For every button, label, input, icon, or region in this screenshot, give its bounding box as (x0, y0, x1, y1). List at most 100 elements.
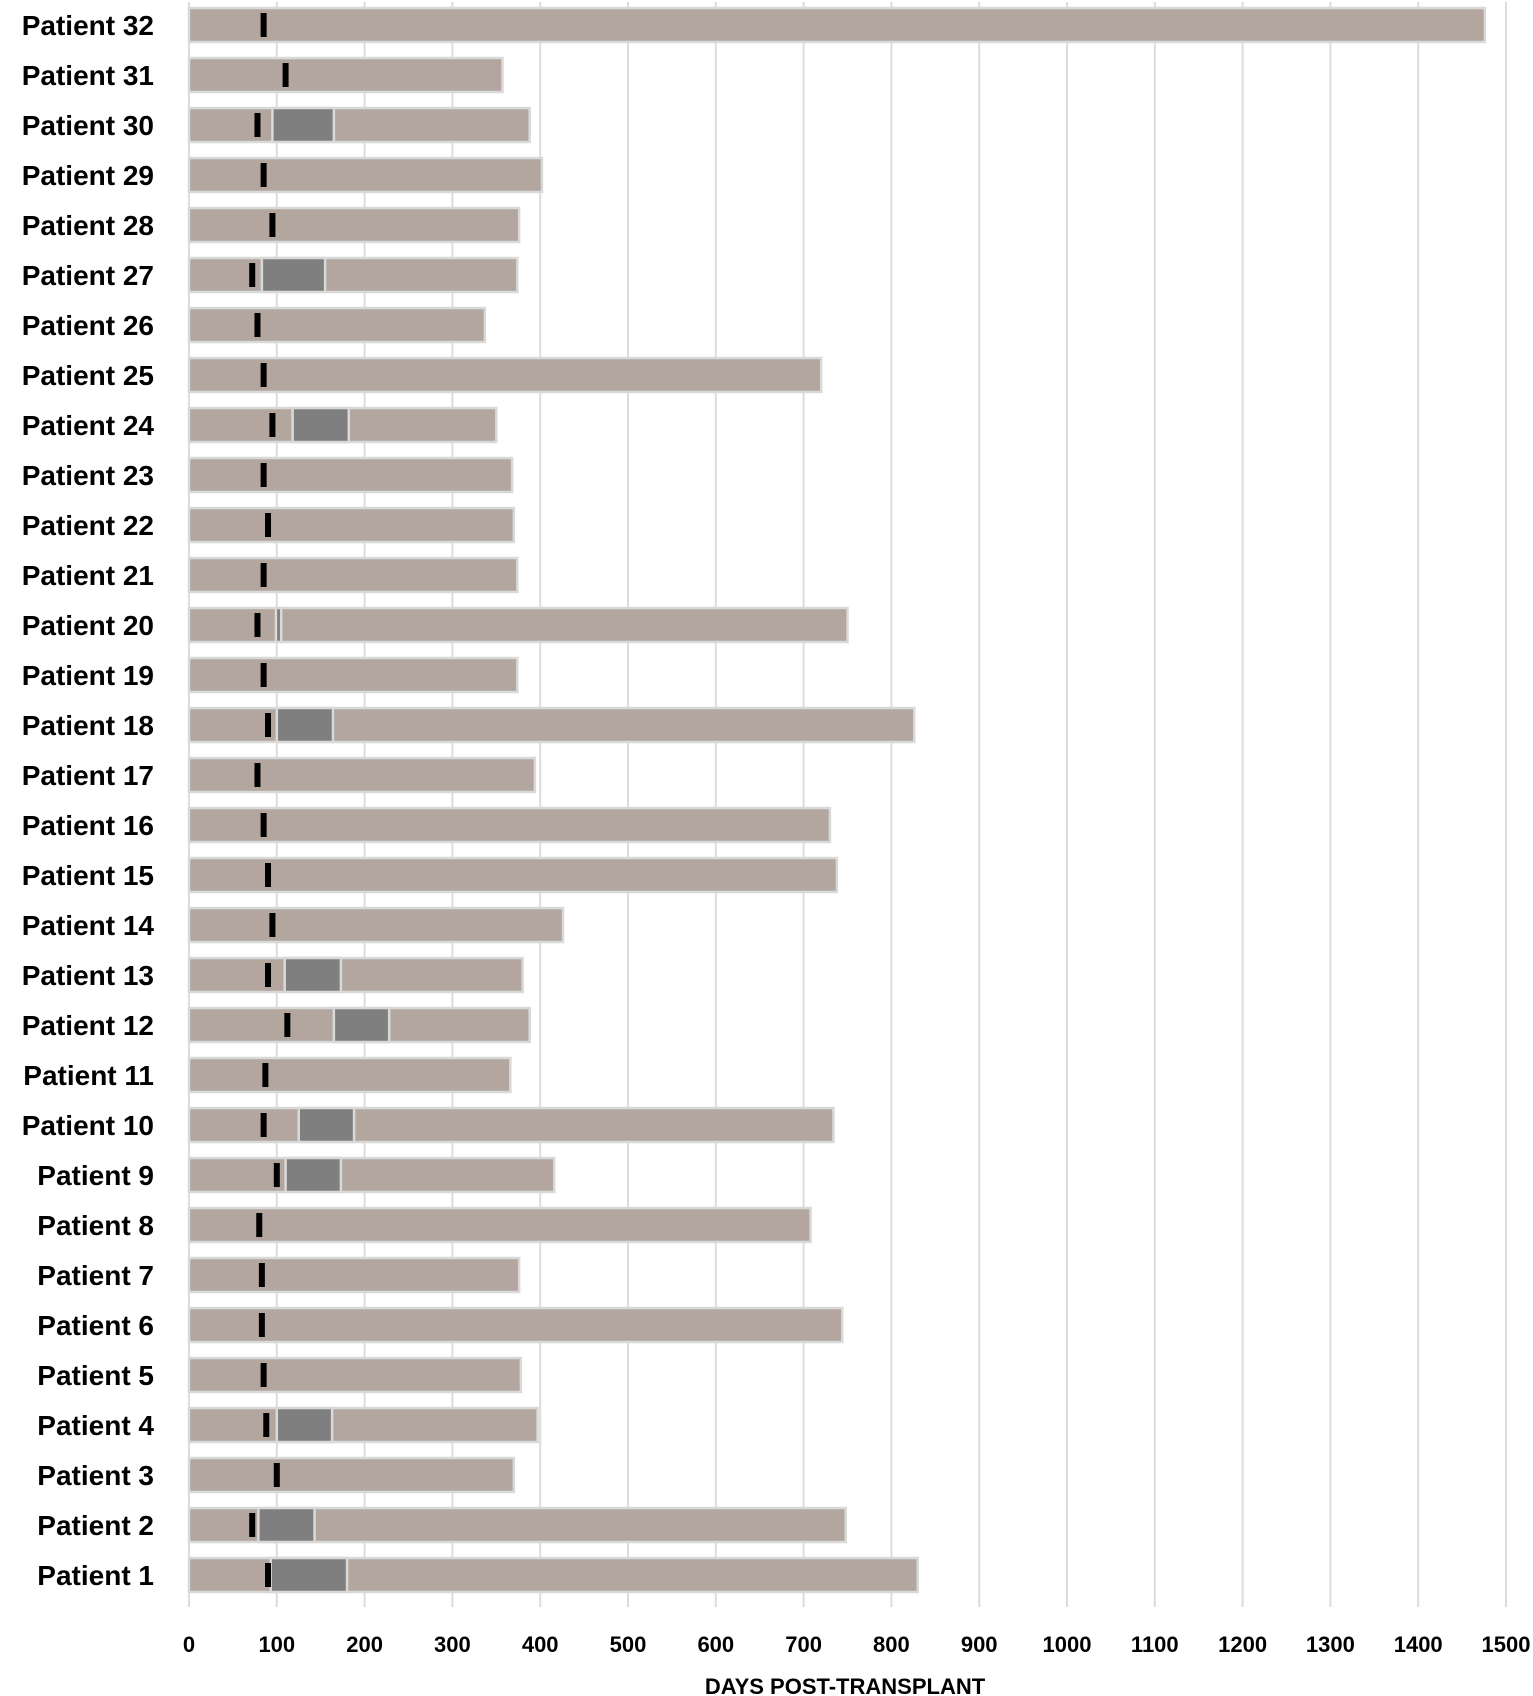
bar-patient-21 (187, 556, 519, 594)
segment-patient-18 (275, 706, 335, 744)
segment-patient-30 (271, 106, 336, 144)
bar-row-patient-4 (187, 1406, 539, 1444)
y-label-patient-13: Patient 13 (22, 960, 154, 991)
marker-patient-4 (263, 1413, 270, 1437)
y-label-patient-4: Patient 4 (37, 1410, 154, 1441)
marker-patient-29 (260, 163, 267, 187)
y-label-patient-11: Patient 11 (23, 1060, 154, 1091)
y-label-patient-5: Patient 5 (37, 1360, 154, 1391)
y-label-patient-1: Patient 1 (37, 1560, 154, 1591)
bar-row-patient-32 (187, 6, 1487, 44)
y-label-patient-20: Patient 20 (22, 610, 154, 641)
bar-row-patient-3 (187, 1456, 516, 1494)
marker-patient-19 (260, 663, 267, 687)
marker-patient-12 (284, 1013, 291, 1037)
bar-row-patient-11 (187, 1056, 512, 1094)
x-tick-label-800: 800 (873, 1632, 910, 1657)
marker-patient-7 (258, 1263, 265, 1287)
marker-patient-16 (260, 813, 267, 837)
bar-row-patient-21 (187, 556, 519, 594)
x-tick-label-1300: 1300 (1306, 1632, 1355, 1657)
segment-patient-24 (291, 406, 351, 444)
bar-patient-17 (187, 756, 537, 794)
bar-row-patient-22 (187, 506, 516, 544)
bar-patient-15 (187, 856, 839, 894)
x-tick-label-0: 0 (183, 1632, 195, 1657)
marker-patient-27 (249, 263, 256, 287)
bar-row-patient-31 (187, 56, 504, 94)
bar-row-patient-23 (187, 456, 514, 494)
bar-row-patient-25 (187, 356, 823, 394)
bar-patient-32 (187, 6, 1487, 44)
y-label-patient-10: Patient 10 (22, 1110, 154, 1141)
y-label-patient-32: Patient 32 (22, 10, 154, 41)
bar-patient-31 (187, 56, 504, 94)
bar-row-patient-16 (187, 806, 832, 844)
segment-patient-9 (284, 1156, 343, 1194)
bars (187, 6, 1487, 1594)
y-label-patient-12: Patient 12 (22, 1010, 154, 1041)
x-tick-label-700: 700 (785, 1632, 822, 1657)
bar-patient-28 (187, 206, 521, 244)
x-tick-label-1500: 1500 (1482, 1632, 1531, 1657)
y-label-patient-6: Patient 6 (37, 1310, 154, 1341)
x-tick-label-1000: 1000 (1043, 1632, 1092, 1657)
y-label-patient-8: Patient 8 (37, 1210, 154, 1241)
y-label-patient-26: Patient 26 (22, 310, 154, 341)
marker-patient-25 (260, 363, 267, 387)
bar-patient-9 (187, 1156, 556, 1194)
marker-patient-22 (265, 513, 272, 537)
bar-row-patient-14 (187, 906, 565, 944)
x-tick-label-1100: 1100 (1131, 1632, 1179, 1657)
bar-patient-20 (187, 606, 849, 644)
bar-patient-10 (187, 1106, 835, 1144)
y-label-patient-30: Patient 30 (22, 110, 154, 141)
bar-row-patient-18 (187, 706, 916, 744)
bar-patient-19 (187, 656, 519, 694)
bar-row-patient-5 (187, 1356, 523, 1394)
y-label-patient-24: Patient 24 (22, 410, 155, 441)
marker-patient-10 (260, 1113, 267, 1137)
y-label-patient-15: Patient 15 (22, 860, 154, 891)
y-label-patient-29: Patient 29 (22, 160, 154, 191)
marker-patient-15 (265, 863, 272, 887)
x-axis-tick-labels: 0 100 200 300 400 500 600 700 800 900 1000 1100 1200… (183, 1632, 1531, 1657)
bar-row-patient-29 (187, 156, 544, 194)
marker-patient-30 (254, 113, 261, 137)
y-label-patient-17: Patient 17 (22, 760, 154, 791)
bar-patient-7 (187, 1256, 521, 1294)
marker-patient-11 (262, 1063, 269, 1087)
bar-patient-25 (187, 356, 823, 394)
y-label-patient-22: Patient 22 (22, 510, 154, 541)
bar-row-patient-19 (187, 656, 519, 694)
bar-row-patient-30 (187, 106, 531, 144)
bar-patient-6 (187, 1306, 844, 1344)
marker-patient-32 (260, 13, 267, 37)
bar-patient-26 (187, 306, 487, 344)
y-axis-labels: Patient 32 Patient 31 Patient 30 Patient 29… (22, 10, 155, 1591)
marker-patient-2 (249, 1513, 256, 1537)
x-tick-label-200: 200 (346, 1632, 383, 1657)
y-label-patient-2: Patient 2 (37, 1510, 154, 1541)
segment-patient-4 (275, 1406, 334, 1444)
bar-row-patient-7 (187, 1256, 521, 1294)
y-label-patient-18: Patient 18 (22, 710, 154, 741)
x-tick-label-100: 100 (258, 1632, 295, 1657)
bar-patient-23 (187, 456, 514, 494)
y-label-patient-14: Patient 14 (22, 910, 155, 941)
marker-patient-8 (256, 1213, 263, 1237)
bar-row-patient-15 (187, 856, 839, 894)
bar-patient-27 (187, 256, 519, 294)
segment-patient-1 (269, 1556, 349, 1594)
marker-patient-24 (269, 413, 276, 437)
x-tick-label-400: 400 (522, 1632, 559, 1657)
bar-row-patient-1 (187, 1556, 919, 1594)
y-label-patient-19: Patient 19 (22, 660, 154, 691)
marker-patient-28 (269, 213, 276, 237)
marker-patient-9 (273, 1163, 280, 1187)
segment-patient-10 (297, 1106, 356, 1144)
bar-patient-4 (187, 1406, 539, 1444)
bar-row-patient-28 (187, 206, 521, 244)
bar-row-patient-9 (187, 1156, 556, 1194)
